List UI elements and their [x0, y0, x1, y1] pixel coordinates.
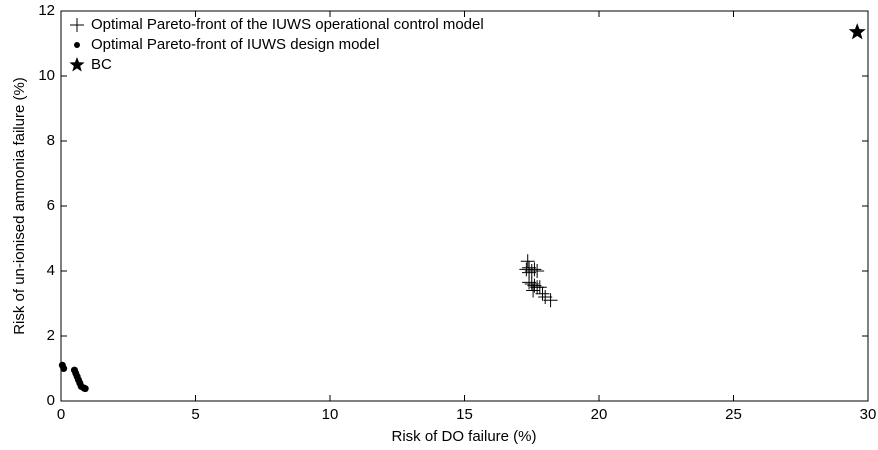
star-marker: [69, 57, 85, 72]
y-axis-label: Risk of un-ionised ammonia failure (%): [11, 77, 28, 335]
plot-frame: [60, 10, 869, 402]
plus-marker: [532, 280, 547, 295]
plus-marker: [526, 283, 541, 298]
plus-marker: [524, 277, 539, 291]
star-marker: [848, 23, 866, 40]
y-tick-label: 6: [47, 197, 55, 214]
y-tick-label: 10: [38, 67, 55, 84]
x-tick-label: 15: [456, 406, 473, 423]
x-tick-label: 25: [725, 406, 742, 423]
plus-marker: [538, 290, 553, 304]
dot-marker: [74, 42, 80, 48]
y-tick-label: 12: [38, 2, 55, 19]
dot-marker: [60, 365, 68, 372]
x-tick-label: 5: [191, 406, 199, 423]
dot-marker: [81, 385, 89, 393]
x-tick-label: 0: [57, 406, 65, 423]
x-tick-label: 10: [322, 406, 339, 423]
y-tick-label: 8: [47, 132, 55, 149]
plus-marker: [522, 275, 537, 290]
legend-label: Optimal Pareto-front of IUWS design mode…: [91, 36, 379, 53]
plus-marker: [535, 286, 550, 301]
plus-marker: [520, 254, 535, 269]
plus-marker: [530, 264, 545, 278]
legend-label: BC: [91, 56, 112, 73]
plus-marker: [70, 18, 84, 32]
x-tick-label: 30: [860, 406, 877, 423]
plus-marker: [527, 262, 542, 277]
legend-label: Optimal Pareto-front of the IUWS operati…: [91, 16, 484, 33]
y-tick-label: 2: [47, 327, 55, 344]
plus-marker: [543, 293, 558, 308]
y-tick-label: 4: [47, 262, 55, 279]
y-tick-label: 0: [47, 392, 55, 409]
x-axis-label: Risk of DO failure (%): [391, 428, 536, 445]
x-tick-label: 20: [591, 406, 608, 423]
